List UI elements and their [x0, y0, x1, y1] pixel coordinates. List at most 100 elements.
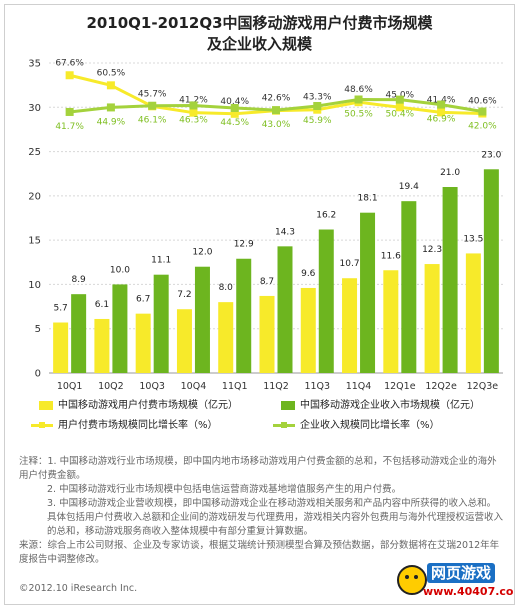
x-tick-label: 11Q3 — [304, 381, 330, 392]
enterprise-growth-label: 50.4% — [386, 110, 415, 120]
legend-swatch-user-payment — [39, 400, 53, 410]
note-1: 注释：1. 中国移动游戏行业市场规模，即中国内地市场移动游戏用户付费金额的总和，… — [19, 456, 497, 481]
bar-user-payment — [176, 309, 192, 373]
bar-enterprise-revenue — [483, 169, 499, 373]
bar-value-label: 12.3 — [422, 245, 442, 255]
point-enterprise-growth — [272, 106, 280, 115]
bar-value-label: 18.1 — [358, 194, 378, 204]
bar-value-label: 19.4 — [399, 182, 419, 192]
legend-item-enterprise-growth: 企业收入规模同比增长率（%） — [273, 418, 440, 434]
point-user-growth — [65, 71, 74, 80]
note-3: 3. 中国移动游戏企业营收规模，即中国移动游戏企业在移动游戏相关服务和产品内容中… — [47, 498, 504, 537]
bar-enterprise-revenue — [442, 187, 458, 373]
copyright-text: ©2012.10 iResearch Inc. — [19, 583, 138, 594]
bar-user-payment — [465, 253, 481, 373]
bar-value-label: 5.7 — [53, 304, 67, 314]
bar-value-label: 21.0 — [440, 168, 460, 178]
bar-user-payment — [53, 322, 69, 373]
legend-label-enterprise-revenue: 中国移动游戏企业收入市场规模（亿元） — [300, 400, 480, 411]
bar-value-label: 16.2 — [316, 211, 336, 221]
x-tick-label: 12Q3e — [467, 381, 499, 392]
legend-label-enterprise-growth: 企业收入规模同比增长率（%） — [300, 420, 440, 431]
point-user-growth — [230, 109, 239, 118]
legend-swatch-enterprise-revenue — [281, 400, 295, 410]
point-enterprise-growth — [313, 102, 322, 111]
bar-value-label: 12.9 — [234, 240, 254, 250]
bar-user-payment — [383, 270, 399, 373]
bar-enterprise-revenue — [71, 294, 87, 373]
note-2: 2. 中国移动游戏行业市场规模中包括电信运营商游戏基地增值服务产生的用户付费。 — [47, 484, 402, 495]
y-tick-label: 30 — [28, 103, 41, 114]
bar-user-payment — [94, 318, 110, 373]
bar-value-label: 23.0 — [481, 150, 501, 160]
point-enterprise-growth — [189, 101, 198, 110]
bar-value-label: 11.1 — [151, 256, 171, 266]
point-enterprise-growth — [437, 100, 446, 109]
bar-enterprise-revenue — [153, 274, 169, 373]
enterprise-growth-label: 46.1% — [138, 116, 167, 126]
logo-text: 网页游戏 — [427, 563, 496, 583]
enterprise-growth-label: 46.3% — [179, 115, 208, 125]
bar-enterprise-revenue — [360, 212, 376, 373]
enterprise-growth-label: 44.9% — [97, 117, 126, 127]
y-tick-label: 20 — [28, 191, 41, 202]
user-growth-label: 45.7% — [138, 89, 167, 99]
enterprise-growth-label: 45.9% — [303, 116, 332, 126]
user-growth-label: 43.3% — [303, 93, 332, 103]
bar-value-label: 8.9 — [71, 275, 86, 285]
chart-plot: 0 5 10 15 20 25 30 35 5.7 6.1 6.7 7.2 8.0 8.7 9.6 10.7 1… — [28, 58, 503, 392]
point-user-growth — [395, 103, 404, 112]
point-enterprise-growth — [65, 107, 74, 116]
bar-value-label: 9.6 — [301, 269, 316, 279]
bar-enterprise-revenue — [318, 229, 334, 373]
bar-value-label: 7.2 — [177, 290, 191, 300]
logo-url: www.40407.com — [423, 585, 515, 598]
bar-user-payment — [300, 287, 316, 373]
y-tick-label: 25 — [28, 147, 41, 158]
bar-value-label: 10.0 — [110, 265, 130, 275]
enterprise-growth-label: 46.9% — [427, 115, 456, 125]
bar-value-label: 13.5 — [463, 234, 483, 244]
x-tick-label: 10Q2 — [98, 381, 124, 392]
point-enterprise-growth — [478, 107, 487, 116]
bar-value-label: 6.1 — [95, 300, 109, 310]
bar-value-label: 10.7 — [340, 259, 360, 269]
legend-item-enterprise-revenue: 中国移动游戏企业收入市场规模（亿元） — [281, 398, 480, 414]
bar-user-payment — [424, 264, 440, 373]
point-user-growth — [106, 81, 115, 90]
legend-swatch-user-growth — [31, 421, 53, 430]
bar-value-label: 6.7 — [136, 295, 150, 305]
bar-user-payment — [259, 295, 275, 373]
chart-title: 2010Q1-2012Q3中国移动游戏用户付费市场规模 及企业收入规模 — [5, 13, 514, 55]
bar-user-payment — [342, 278, 358, 373]
enterprise-growth-label: 50.5% — [344, 109, 373, 119]
y-tick-label: 0 — [35, 369, 41, 380]
point-enterprise-growth — [395, 95, 404, 104]
enterprise-growth-label: 43.0% — [262, 120, 291, 130]
user-growth-label: 41.4% — [427, 95, 456, 105]
point-enterprise-growth — [148, 101, 157, 110]
bar-user-payment — [218, 302, 234, 373]
x-tick-label: 11Q4 — [346, 381, 372, 392]
user-growth-label: 42.6% — [262, 94, 291, 104]
chart-title-line-1: 2010Q1-2012Q3中国移动游戏用户付费市场规模 — [86, 14, 433, 32]
point-enterprise-growth — [230, 103, 239, 112]
y-tick-label: 10 — [28, 280, 41, 291]
y-tick-label: 35 — [28, 59, 41, 70]
legend-label-user-payment: 中国移动游戏用户付费市场规模（亿元） — [58, 400, 238, 411]
bar-user-payment — [135, 313, 151, 373]
x-tick-label: 11Q2 — [263, 381, 289, 392]
y-tick-label: 15 — [28, 236, 41, 247]
user-growth-label: 48.6% — [344, 85, 373, 95]
point-user-growth — [189, 108, 198, 117]
x-tick-label: 12Q1e — [384, 381, 416, 392]
bar-enterprise-revenue — [277, 246, 293, 373]
x-tick-label: 10Q3 — [139, 381, 165, 392]
bar-value-label: 11.6 — [381, 251, 401, 261]
legend-item-user-payment: 中国移动游戏用户付费市场规模（亿元） — [39, 398, 238, 414]
legend-item-user-growth: 用户付费市场规模同比增长率（%） — [31, 418, 218, 434]
user-growth-label: 40.6% — [468, 97, 497, 107]
enterprise-growth-label: 44.5% — [220, 118, 249, 128]
bar-value-label: 8.0 — [219, 283, 234, 293]
point-enterprise-growth — [106, 103, 115, 112]
